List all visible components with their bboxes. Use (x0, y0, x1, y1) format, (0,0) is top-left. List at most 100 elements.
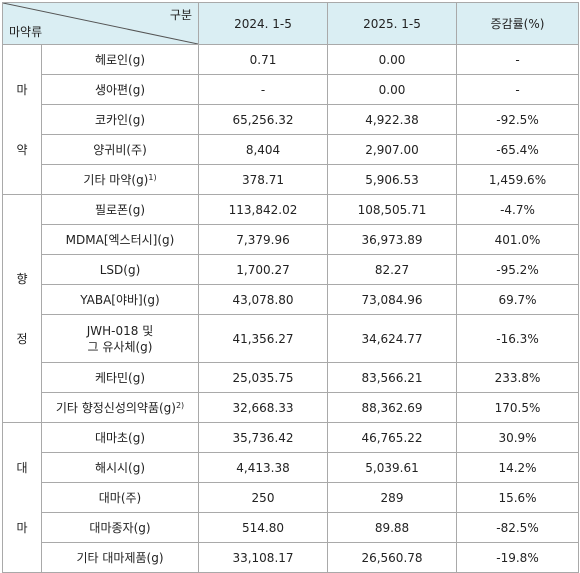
change-value: 233.8% (456, 362, 579, 393)
value-2025: 34,624.77 (327, 314, 457, 363)
value-2024: 4,413.38 (198, 452, 328, 483)
change-value: 1,459.6% (456, 164, 579, 195)
footnote-marker: 2) (175, 400, 185, 410)
item-name: 필로폰(g) (41, 194, 199, 225)
item-name: 케타민(g) (41, 362, 199, 393)
row-header-label: 구분 (169, 8, 192, 22)
item-name: YABA[야바](g) (41, 284, 199, 315)
value-2025: 108,505.71 (327, 194, 457, 225)
value-2024: 32,668.33 (198, 392, 328, 423)
table-row: 기타 대마제품(g) 33,108.17 26,560.78 -19.8% (3, 542, 579, 573)
table-row: 해시시(g) 4,413.38 5,039.61 14.2% (3, 452, 579, 483)
value-2024: 250 (198, 482, 328, 513)
value-2024: 7,379.96 (198, 224, 328, 255)
header-row: 구분 마약류 2024. 1-5 2025. 1-5 증감률(%) (2, 2, 579, 45)
value-2024: 0.71 (198, 44, 328, 75)
item-name-with-note: 기타 향정신성의약품(g)2) (41, 392, 199, 423)
change-value: 15.6% (456, 482, 579, 513)
change-header: 증감률(%) (456, 2, 579, 45)
period-2025-header: 2025. 1-5 (327, 2, 457, 45)
value-2024: - (198, 74, 328, 105)
change-value: -65.4% (456, 134, 579, 165)
item-name: JWH-018 및 그 유사체(g) (41, 314, 199, 363)
table-row: 대마종자(g) 514.80 89.88 -82.5% (3, 512, 579, 543)
table-row: 생아편(g) - 0.00 - (3, 74, 579, 105)
change-value: - (456, 44, 579, 75)
value-2024: 514.80 (198, 512, 328, 543)
value-2025: 89.88 (327, 512, 457, 543)
value-2024: 65,256.32 (198, 104, 328, 135)
corner-header-cell: 구분 마약류 (2, 2, 199, 45)
period-2024-header: 2024. 1-5 (198, 2, 328, 45)
value-2025: 83,566.21 (327, 362, 457, 393)
table-row: 양귀비(주) 8,404 2,907.00 -65.4% (3, 134, 579, 165)
item-name: 대마종자(g) (41, 512, 199, 543)
column-header-label: 마약류 (9, 25, 43, 39)
value-2024: 25,035.75 (198, 362, 328, 393)
table-row: 기타 향정신성의약품(g)2) 32,668.33 88,362.69 170.… (3, 392, 579, 423)
value-2024: 43,078.80 (198, 284, 328, 315)
change-value: 401.0% (456, 224, 579, 255)
item-name: 기타 대마제품(g) (41, 542, 199, 573)
item-name: MDMA[엑스터시](g) (41, 224, 199, 255)
value-2024: 8,404 (198, 134, 328, 165)
item-name: 해시시(g) (41, 452, 199, 483)
value-2025: 4,922.38 (327, 104, 457, 135)
change-value: -19.8% (456, 542, 579, 573)
item-name: 생아편(g) (41, 74, 199, 105)
change-value: 30.9% (456, 422, 579, 453)
value-2025: 2,907.00 (327, 134, 457, 165)
table-row: 코카인(g) 65,256.32 4,922.38 -92.5% (3, 104, 579, 135)
table-row: YABA[야바](g) 43,078.80 73,084.96 69.7% (3, 284, 579, 315)
value-2025: 0.00 (327, 44, 457, 75)
diagonal-divider (3, 3, 198, 44)
value-2024: 33,108.17 (198, 542, 328, 573)
footnote-marker: 1) (148, 172, 157, 182)
table-row: MDMA[엑스터시](g) 7,379.96 36,973.89 401.0% (3, 224, 579, 255)
change-value: -92.5% (456, 104, 579, 135)
item-name: 양귀비(주) (41, 134, 199, 165)
value-2025: 5,039.61 (327, 452, 457, 483)
value-2025: 5,906.53 (327, 164, 457, 195)
change-value: 69.7% (456, 284, 579, 315)
change-value: - (456, 74, 579, 105)
change-value: 170.5% (456, 392, 579, 423)
item-name: 대마(주) (41, 482, 199, 513)
table-row: JWH-018 및 그 유사체(g) 41,356.27 34,624.77 -… (3, 314, 579, 363)
value-2024: 1,700.27 (198, 254, 328, 285)
value-2024: 41,356.27 (198, 314, 328, 363)
item-name: 헤로인(g) (41, 44, 199, 75)
table-row: LSD(g) 1,700.27 82.27 -95.2% (3, 254, 579, 285)
item-name-with-note: 기타 마약(g)1) (41, 164, 199, 195)
table-row: 케타민(g) 25,035.75 83,566.21 233.8% (3, 362, 579, 393)
table-row: 기타 마약(g)1) 378.71 5,906.53 1,459.6% (3, 164, 579, 195)
value-2024: 35,736.42 (198, 422, 328, 453)
value-2025: 26,560.78 (327, 542, 457, 573)
value-2025: 73,084.96 (327, 284, 457, 315)
item-name: LSD(g) (41, 254, 199, 285)
item-name: 코카인(g) (41, 104, 199, 135)
table-row: 대마(주) 250 289 15.6% (3, 482, 579, 513)
change-value: -4.7% (456, 194, 579, 225)
value-2024: 113,842.02 (198, 194, 328, 225)
value-2025: 88,362.69 (327, 392, 457, 423)
value-2025: 0.00 (327, 74, 457, 105)
change-value: -16.3% (456, 314, 579, 363)
change-value: -82.5% (456, 512, 579, 543)
change-value: 14.2% (456, 452, 579, 483)
value-2025: 46,765.22 (327, 422, 457, 453)
item-name: 대마초(g) (41, 422, 199, 453)
value-2025: 82.27 (327, 254, 457, 285)
change-value: -95.2% (456, 254, 579, 285)
value-2024: 378.71 (198, 164, 328, 195)
value-2025: 289 (327, 482, 457, 513)
value-2025: 36,973.89 (327, 224, 457, 255)
